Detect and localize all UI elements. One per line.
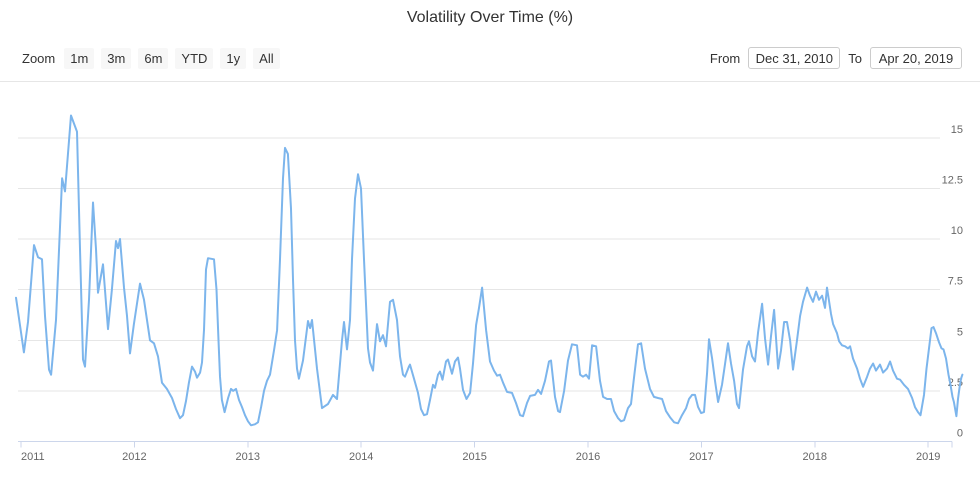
y-axis-label: 12.5 — [942, 174, 963, 186]
y-axis-label: 5 — [957, 326, 963, 338]
range-button-6m[interactable]: 6m — [138, 47, 169, 69]
range-button-ytd[interactable]: YTD — [175, 47, 214, 69]
range-button-all[interactable]: All — [253, 47, 280, 69]
x-axis-label: 2018 — [803, 451, 827, 463]
range-button-1m[interactable]: 1m — [64, 47, 95, 69]
x-axis-label: 2019 — [916, 451, 940, 463]
from-date-input[interactable] — [748, 47, 841, 69]
range-button-1y[interactable]: 1y — [220, 47, 247, 69]
x-axis-label: 2014 — [349, 451, 373, 463]
range-button-3m[interactable]: 3m — [101, 47, 132, 69]
x-axis-label: 2012 — [122, 451, 146, 463]
y-axis-label: 7.5 — [948, 276, 963, 288]
zoom-label: Zoom — [22, 50, 56, 66]
x-axis-label: 2017 — [689, 451, 713, 463]
y-axis-label: 0 — [957, 428, 963, 440]
to-label: To — [848, 50, 862, 66]
y-axis-label: 10 — [951, 225, 963, 237]
x-axis-label: 2015 — [462, 451, 486, 463]
x-axis-label: 2013 — [236, 451, 260, 463]
chart-title: Volatility Over Time (%) — [406, 9, 574, 26]
y-axis-label: 15 — [951, 124, 963, 136]
date-range-controls: From To — [710, 46, 962, 70]
volatility-series-line — [15, 114, 964, 427]
range-selector: Zoom 1m 3m 6m YTD 1y All — [22, 47, 280, 69]
x-axis-label: 2011 — [21, 451, 45, 463]
from-label: From — [709, 50, 741, 66]
chart-plot-area[interactable] — [18, 96, 952, 442]
to-date-input[interactable] — [870, 47, 962, 69]
header-divider — [0, 81, 980, 82]
x-axis-label: 2016 — [576, 451, 600, 463]
